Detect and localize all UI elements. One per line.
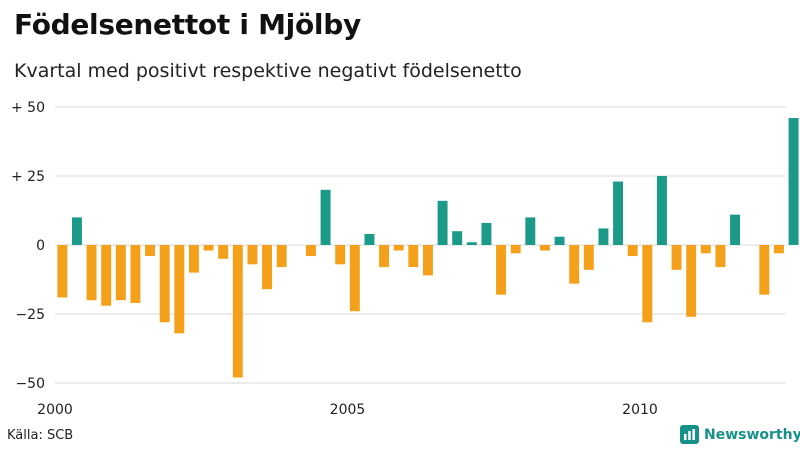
bar-negative [335, 245, 346, 265]
bar-negative [276, 245, 287, 268]
bar-positive [613, 181, 624, 245]
bar-negative [174, 245, 185, 334]
newsworthy-logo[interactable]: Newsworthy [680, 425, 800, 444]
bar-positive [656, 176, 667, 245]
bar-negative [700, 245, 711, 254]
bar-chart: + 50+ 250−25−5020002005201020152020 [11, 100, 799, 418]
x-tick-label: 2005 [330, 402, 366, 418]
bar-positive [598, 228, 609, 245]
bar-negative [247, 245, 258, 265]
chart-title: Födelsenettot i Mjölby [14, 8, 361, 41]
bar-negative [759, 245, 770, 295]
bar-negative [539, 245, 550, 251]
bar-negative [305, 245, 316, 257]
bar-negative [393, 245, 404, 251]
y-tick-label: + 50 [11, 100, 45, 116]
bar-positive [481, 222, 492, 245]
bar-positive [730, 214, 741, 245]
y-tick-label: + 25 [11, 169, 45, 185]
bar-negative [627, 245, 638, 257]
bar-negative [686, 245, 697, 317]
bar-negative [496, 245, 507, 295]
y-tick-label: 0 [36, 238, 45, 254]
bar-positive [437, 200, 448, 245]
bar-negative [671, 245, 682, 270]
y-tick-label: −50 [15, 376, 45, 392]
bar-negative [642, 245, 653, 323]
source-label: Källa: SCB [7, 428, 74, 443]
bar-negative [232, 245, 243, 378]
bar-positive [554, 236, 565, 245]
bar-negative [188, 245, 199, 273]
bar-negative [349, 245, 360, 312]
bar-negative [583, 245, 594, 270]
bar-negative [773, 245, 784, 254]
bar-positive [364, 233, 375, 245]
bar-negative [408, 245, 419, 268]
bar-negative [115, 245, 126, 301]
chart-subtitle: Kvartal med positivt respektive negativt… [14, 60, 522, 82]
bar-negative [145, 245, 156, 257]
bar-negative [422, 245, 433, 276]
bar-negative [262, 245, 273, 290]
y-tick-label: −25 [15, 307, 45, 323]
bar-negative [101, 245, 112, 306]
bar-positive [466, 242, 477, 245]
bar-negative [715, 245, 726, 268]
bar-negative [203, 245, 214, 251]
bar-positive [525, 217, 536, 245]
newsworthy-logo-text: Newsworthy [704, 426, 800, 443]
bar-positive [320, 189, 331, 245]
bar-negative [569, 245, 580, 284]
bar-negative [57, 245, 68, 298]
newsworthy-logo-icon [680, 425, 699, 444]
bar-negative [218, 245, 229, 259]
bar-positive [71, 217, 82, 245]
bar-negative [159, 245, 170, 323]
bar-positive [788, 118, 799, 245]
bar-negative [379, 245, 390, 268]
bar-negative [86, 245, 97, 301]
x-tick-label: 2010 [622, 402, 658, 418]
bar-negative [130, 245, 141, 303]
x-tick-label: 2000 [37, 402, 73, 418]
bar-positive [452, 231, 463, 245]
bar-negative [510, 245, 521, 254]
